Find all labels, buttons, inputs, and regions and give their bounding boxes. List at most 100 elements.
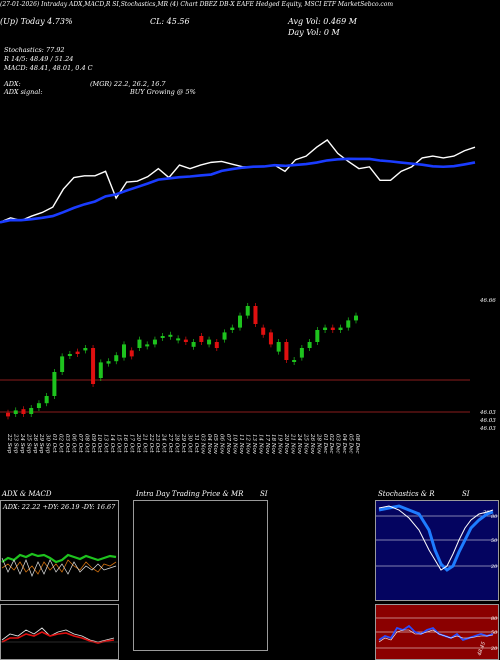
date-tick-label: 08 Dec xyxy=(354,434,360,454)
candle xyxy=(268,332,273,345)
date-tick-label: 02 Oct xyxy=(58,434,64,453)
stoch-rsi-panels: 80 50 20 78 80 50 20 48.45 xyxy=(375,500,499,660)
date-tick-label: 24 Oct xyxy=(161,433,167,453)
candle xyxy=(315,330,320,342)
candle xyxy=(152,339,157,345)
price-line xyxy=(0,139,476,223)
date-tick-label: 22 Oct xyxy=(148,433,154,453)
date-tick-label: 25 Sep xyxy=(25,433,31,454)
ticker-change: (Up) Today 4.73% xyxy=(0,17,73,26)
rsi-signal-line xyxy=(378,629,494,643)
date-tick-label: 21 Nov xyxy=(290,433,296,455)
stoch-panel-title: Stochastics & R xyxy=(378,490,435,498)
date-tick-label: 29 Oct xyxy=(180,433,186,453)
stoch-panel-si: SI xyxy=(462,490,470,498)
candle xyxy=(160,336,165,338)
date-tick-label: 28 Oct xyxy=(174,433,180,453)
date-tick-label: 22 Sep xyxy=(6,433,12,454)
date-tick-label: 04 Nov xyxy=(206,434,212,455)
stoch-values: R 14/5: 48.49 / 51.24 xyxy=(4,55,74,63)
date-tick-label: 05 Dec xyxy=(348,434,354,454)
candle xyxy=(199,336,204,342)
date-tick-label: 12 Nov xyxy=(244,434,250,455)
date-tick-label: 26 Nov xyxy=(309,433,315,455)
date-tick-label: 17 Nov xyxy=(264,434,270,455)
macd-signal-line xyxy=(1,631,115,644)
candle xyxy=(176,338,181,341)
stoch-d-line xyxy=(378,505,494,571)
date-tick-label: 01 Dec xyxy=(322,434,328,454)
candle xyxy=(230,327,235,330)
date-tick-label: 23 Sep xyxy=(12,433,18,454)
candle xyxy=(137,339,142,348)
rsi-line xyxy=(378,624,494,642)
day-volume: Day Vol: 0 M xyxy=(288,28,340,37)
adx-signal-label: ADX signal: xyxy=(4,88,43,96)
date-tick-label: 03 Nov xyxy=(199,434,205,455)
candle xyxy=(330,327,335,330)
stoch-panel-frame xyxy=(375,500,499,601)
intraday-title: Intra Day Trading Price & MR xyxy=(136,490,244,498)
date-tick-label: 15 Oct xyxy=(116,434,122,453)
candle xyxy=(91,348,96,384)
date-tick-label: 04 Dec xyxy=(341,434,347,454)
date-tick-label: 10 Oct xyxy=(96,434,102,453)
date-tick-label: 20 Nov xyxy=(283,433,289,455)
date-tick-label: 26 Sep xyxy=(32,433,38,454)
candle xyxy=(292,360,297,362)
stoch-tick-50: 50 xyxy=(491,538,498,544)
candle xyxy=(122,344,126,358)
candle xyxy=(60,356,65,372)
candle xyxy=(183,339,188,342)
date-tick-label: 03 Dec xyxy=(335,434,341,454)
candle xyxy=(129,350,134,357)
close-price: CL: 45.56 xyxy=(150,17,190,26)
date-tick-label: 01 Oct xyxy=(51,434,57,453)
candle xyxy=(191,342,196,347)
candle xyxy=(67,354,72,356)
date-tick-label: 30 Sep xyxy=(45,434,51,454)
candle xyxy=(238,315,242,328)
adx-macd-panels: ADX: 22.22 +DY: 26.19 -DY: 16.67 xyxy=(0,500,119,660)
date-axis: 22 Sep 23 Sep 24 Sep 25 Sep 26 Sep 29 Sep 30 S… xyxy=(6,433,360,455)
candle xyxy=(44,396,49,404)
date-tick-label: 24 Sep xyxy=(19,433,25,454)
adx-panel-frame xyxy=(0,500,119,601)
stoch-k-line xyxy=(378,504,494,572)
adx-line xyxy=(1,552,117,564)
moving-average-line xyxy=(0,157,476,224)
candle xyxy=(52,372,57,396)
date-tick-label: 21 Oct xyxy=(141,433,147,453)
candle xyxy=(145,344,150,347)
date-tick-label: 06 Nov xyxy=(219,434,225,455)
header-top-line: (27-01-2026) Intraday ADX,MACD,R SI,Stoc… xyxy=(0,1,394,8)
candle xyxy=(222,332,227,340)
date-tick-label: 17 Oct xyxy=(128,434,134,453)
candle xyxy=(299,348,304,358)
intraday-frame xyxy=(133,500,268,651)
date-tick-label: 05 Nov xyxy=(212,434,218,455)
candle xyxy=(29,408,34,414)
rsi-tick-20: 20 xyxy=(490,646,498,652)
price-label-top: 46.66 xyxy=(479,298,496,304)
candle xyxy=(13,410,18,414)
date-tick-label: 07 Nov xyxy=(225,434,231,455)
price-label-bot1: 46.03 xyxy=(479,418,496,424)
date-tick-label: 08 Oct xyxy=(83,434,89,453)
date-tick-label: 30 Oct xyxy=(186,434,192,453)
main-price-chart: 46.66 46.03 46.03 46.03 22 Sep 23 Sep 24 S… xyxy=(0,139,496,455)
price-label-mid: 46.03 xyxy=(479,410,496,416)
candle xyxy=(214,342,219,348)
rsi-tick-80: 80 xyxy=(491,616,498,622)
date-tick-label: 31 Oct xyxy=(193,434,199,453)
date-tick-label: 06 Oct xyxy=(70,434,76,453)
candle xyxy=(207,339,212,345)
minus-di-line xyxy=(1,557,117,577)
candle xyxy=(168,334,173,337)
candle xyxy=(21,409,26,414)
candle xyxy=(338,327,343,330)
stoch-tick-20: 20 xyxy=(490,564,498,570)
date-tick-label: 14 Nov xyxy=(257,434,263,455)
date-tick-label: 18 Nov xyxy=(270,434,276,455)
date-tick-label: 23 Oct xyxy=(154,433,160,453)
